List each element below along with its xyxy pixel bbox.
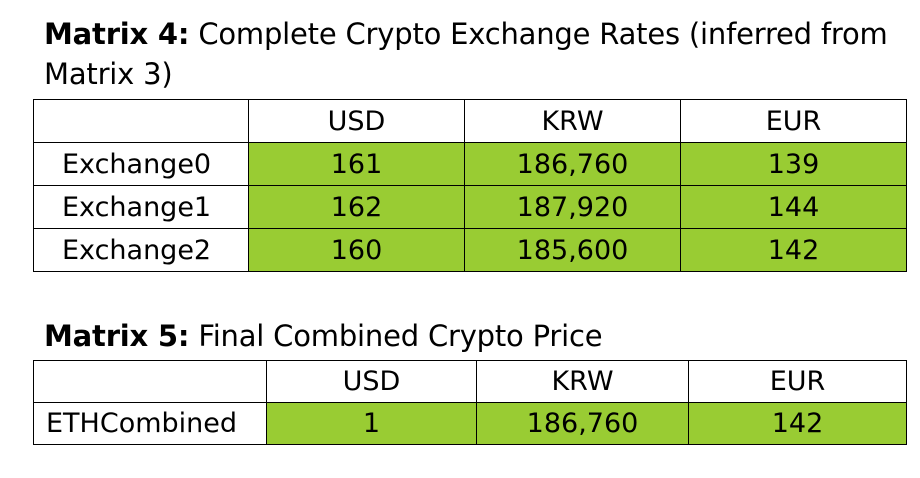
table-row: Exchange0 161 186,760 139 bbox=[33, 142, 907, 186]
row-label: Exchange0 bbox=[33, 142, 249, 186]
matrix5-title-bold: Matrix 5: bbox=[44, 319, 190, 353]
column-header-krw: KRW bbox=[476, 360, 689, 403]
corner-cell bbox=[33, 360, 267, 403]
value-cell: 160 bbox=[248, 228, 465, 272]
column-header-eur: EUR bbox=[688, 360, 907, 403]
value-cell: 162 bbox=[248, 185, 465, 229]
row-label: Exchange2 bbox=[33, 228, 249, 272]
matrix4-title-text: Complete Crypto Exchange Rates (inferred… bbox=[44, 17, 888, 91]
value-cell: 142 bbox=[688, 402, 907, 445]
row-label: ETHCombined bbox=[33, 402, 267, 445]
matrix5-title-text: Final Combined Crypto Price bbox=[189, 319, 603, 353]
value-cell: 139 bbox=[680, 142, 907, 186]
matrix4-title: Matrix 4: Complete Crypto Exchange Rates… bbox=[44, 14, 904, 94]
table-header-row: USD KRW EUR bbox=[33, 99, 907, 143]
matrix4-table: USD KRW EUR Exchange0 161 186,760 139 Ex… bbox=[33, 99, 907, 272]
value-cell: 186,760 bbox=[464, 142, 681, 186]
table-row: Exchange1 162 187,920 144 bbox=[33, 185, 907, 229]
row-label: Exchange1 bbox=[33, 185, 249, 229]
matrix5-table: USD KRW EUR ETHCombined 1 186,760 142 bbox=[33, 360, 907, 445]
table-row: Exchange2 160 185,600 142 bbox=[33, 228, 907, 272]
matrix4-title-bold: Matrix 4: bbox=[44, 17, 190, 51]
column-header-eur: EUR bbox=[680, 99, 907, 143]
corner-cell bbox=[33, 99, 249, 143]
column-header-usd: USD bbox=[266, 360, 477, 403]
table-row: ETHCombined 1 186,760 142 bbox=[33, 402, 907, 445]
value-cell: 144 bbox=[680, 185, 907, 229]
matrix5-title: Matrix 5: Final Combined Crypto Price bbox=[44, 316, 904, 356]
column-header-krw: KRW bbox=[464, 99, 681, 143]
value-cell: 186,760 bbox=[476, 402, 689, 445]
value-cell: 1 bbox=[266, 402, 477, 445]
value-cell: 161 bbox=[248, 142, 465, 186]
column-header-usd: USD bbox=[248, 99, 465, 143]
value-cell: 142 bbox=[680, 228, 907, 272]
value-cell: 185,600 bbox=[464, 228, 681, 272]
value-cell: 187,920 bbox=[464, 185, 681, 229]
table-header-row: USD KRW EUR bbox=[33, 360, 907, 403]
